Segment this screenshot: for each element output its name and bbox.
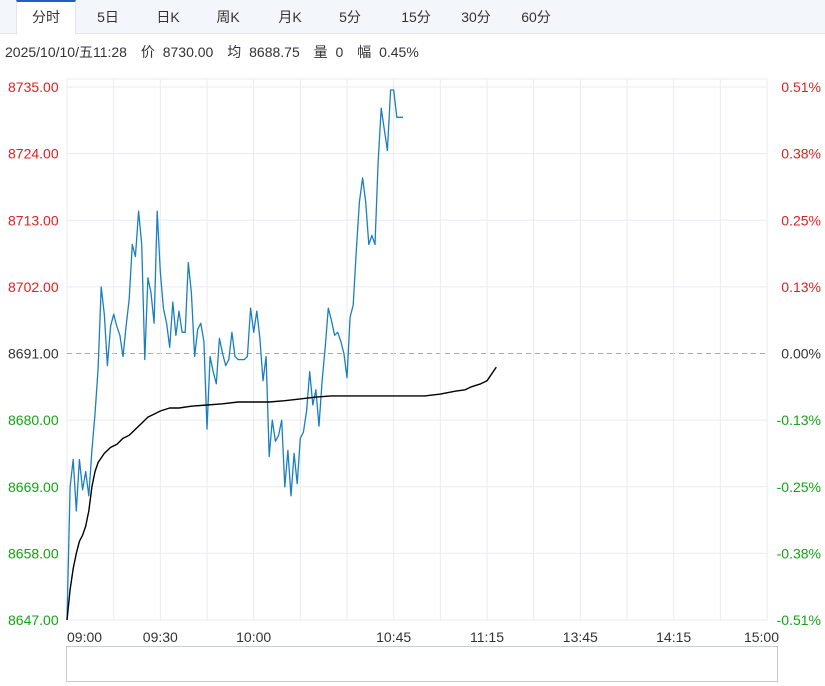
- x-tick-label: 09:00: [67, 629, 102, 645]
- average-line: [66, 366, 497, 621]
- x-tick-label: 10:00: [236, 629, 271, 645]
- y-tick-right: -0.13%: [777, 412, 821, 428]
- tab-8[interactable]: 60分: [521, 9, 551, 25]
- change-label: 幅: [357, 44, 372, 60]
- plot-frame: [66, 78, 768, 621]
- tab-2[interactable]: 日K: [156, 9, 180, 25]
- tab-5[interactable]: 5分: [339, 9, 361, 25]
- y-tick-left: 8735.00: [8, 79, 59, 95]
- tab-0[interactable]: 分时: [16, 0, 76, 35]
- tab-6[interactable]: 15分: [401, 9, 431, 25]
- y-tick-right: 0.25%: [781, 212, 821, 228]
- x-tick-label: 14:15: [656, 629, 691, 645]
- x-tick-label: 10:45: [376, 629, 411, 645]
- y-tick-left: 8713.00: [8, 212, 59, 228]
- price-line: [66, 89, 403, 621]
- tab-3[interactable]: 周K: [216, 9, 240, 25]
- volume-value: 0: [335, 44, 344, 60]
- avg-label: 均: [227, 44, 242, 60]
- y-tick-right: -0.25%: [777, 479, 821, 495]
- y-tick-right: 0.51%: [781, 79, 821, 95]
- tab-7[interactable]: 30分: [461, 9, 491, 25]
- y-tick-right: -0.51%: [777, 612, 821, 628]
- y-tick-left: 8658.00: [8, 545, 59, 561]
- period-tab-bar: 分时 5日 日K 周K 月K 5分 15分 30分 60分: [0, 0, 825, 35]
- price-label: 价: [140, 44, 155, 60]
- change-value: 0.45%: [379, 44, 419, 60]
- price-value: 8730.00: [162, 44, 214, 60]
- x-tick-label: 09:30: [143, 629, 178, 645]
- tab-4[interactable]: 月K: [278, 9, 302, 25]
- quote-datetime: 2025/10/10/五11:28: [5, 44, 127, 60]
- y-tick-left: 8669.00: [8, 479, 59, 495]
- x-tick-label: 13:45: [563, 629, 598, 645]
- y-tick-left: 8702.00: [8, 279, 59, 295]
- x-tick-label: 15:00: [744, 629, 779, 645]
- avg-value: 8688.75: [249, 44, 300, 60]
- x-tick-label: 11:15: [470, 629, 504, 645]
- y-tick-right: 0.38%: [781, 146, 821, 162]
- y-tick-left: 8724.00: [8, 146, 59, 162]
- y-tick-left: 8647.00: [8, 612, 59, 628]
- y-tick-left: 8691.00: [8, 346, 59, 362]
- date-navigator[interactable]: [66, 646, 778, 682]
- quote-info-bar: 2025/10/10/五11:28 价 8730.00 均 8688.75 量 …: [5, 42, 423, 62]
- y-tick-right: 0.13%: [781, 279, 821, 295]
- y-tick-right: -0.38%: [777, 545, 821, 561]
- y-tick-left: 8680.00: [8, 412, 59, 428]
- y-tick-right: 0.00%: [781, 346, 821, 362]
- tab-1[interactable]: 5日: [97, 9, 119, 25]
- volume-label: 量: [313, 44, 328, 60]
